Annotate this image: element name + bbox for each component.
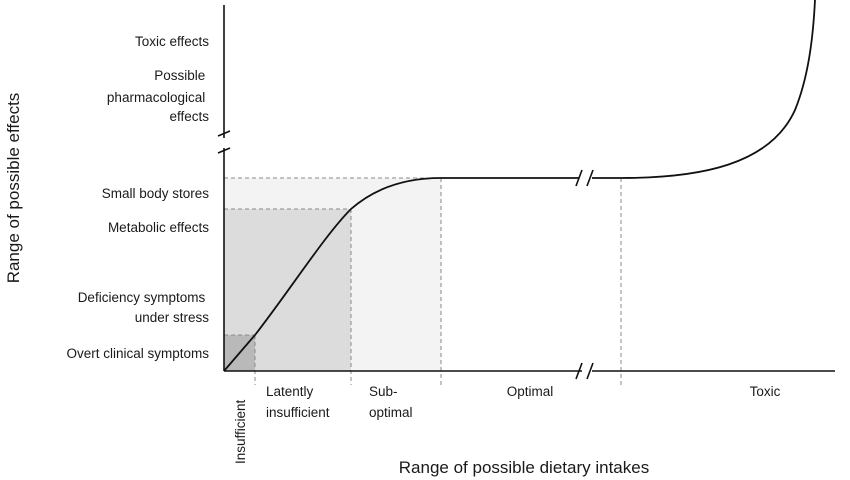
y-axis-break-mark	[217, 147, 231, 154]
y-label-small-body-stores: Small body stores	[102, 186, 210, 201]
x-axis-break-mark	[586, 362, 594, 380]
y-label-deficiency-stress: Deficiency symptoms under stress	[78, 290, 210, 325]
y-axis-break-mark	[217, 130, 231, 137]
x-axis-title: Range of possible dietary intakes	[399, 458, 649, 477]
response-curve-rise	[223, 177, 579, 372]
y-label-overt-clinical: Overt clinical symptoms	[66, 346, 209, 361]
x-zone-optimal: Optimal	[507, 384, 554, 399]
x-zone-toxic: Toxic	[750, 384, 781, 399]
x-zone-latently-insufficient: Latently insufficient	[266, 384, 330, 420]
y-label-metabolic-effects: Metabolic effects	[108, 220, 209, 235]
x-zone-insufficient: Insufficient	[233, 399, 248, 464]
y-label-toxic-effects: Toxic effects	[135, 34, 209, 49]
y-label-pharmacological: Possible pharmacological effects	[107, 68, 209, 124]
curve-break-mark	[586, 169, 594, 187]
x-zone-sub-optimal: Sub- optimal	[369, 384, 413, 420]
x-axis-break-mark	[575, 362, 583, 380]
y-axis-title: Range of possible effects	[4, 93, 23, 284]
curve-break-mark	[575, 169, 583, 187]
response-curve-toxic	[592, 0, 816, 179]
